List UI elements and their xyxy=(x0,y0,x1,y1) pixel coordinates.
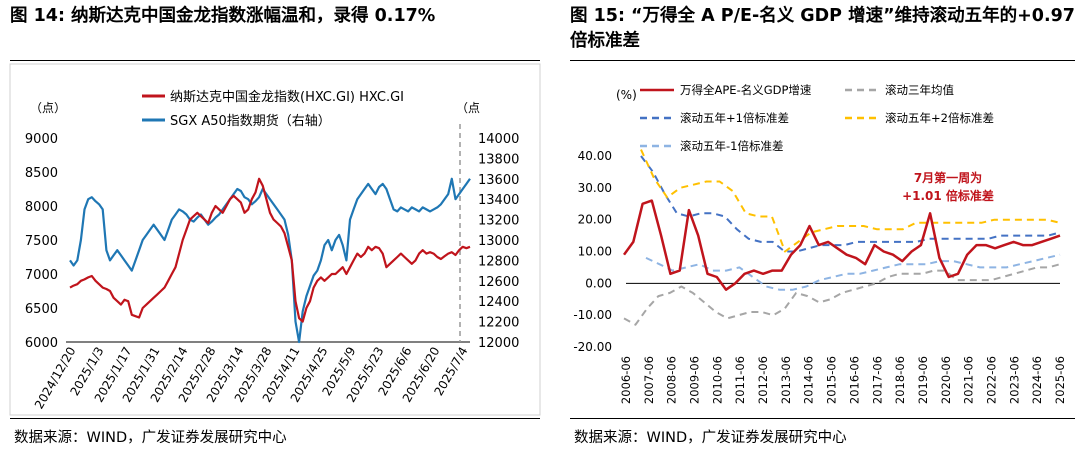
x-tick-label: 2017-06 xyxy=(870,356,884,404)
y-axis-right-unit: （点 xyxy=(456,101,480,115)
y-left-tick-label: 8000 xyxy=(25,200,58,215)
x-tick-label: 2009-06 xyxy=(688,356,702,404)
y-axis-unit: (%) xyxy=(616,88,637,102)
x-tick-label: 2022-06 xyxy=(984,356,998,404)
y-left-tick-label: 7500 xyxy=(25,234,58,249)
y-right-tick-label: 13800 xyxy=(478,152,519,167)
y-axis-left-unit: （点） xyxy=(30,101,66,115)
chart-frame xyxy=(9,63,541,416)
right-source-rule xyxy=(570,418,1075,419)
x-tick-label: 2025-06 xyxy=(1053,356,1067,404)
x-tick-label: 2019-06 xyxy=(916,356,930,404)
legend-minus1-std-label: 滚动五年-1倍标准差 xyxy=(680,139,783,153)
annotation-line2: +1.01 倍标准差 xyxy=(902,188,994,203)
legend-label-a50: SGX A50指数期货（右轴） xyxy=(170,113,331,129)
legend-3yr-avg-label: 滚动三年均值 xyxy=(885,83,954,97)
x-tick-label: 2020-06 xyxy=(939,356,953,404)
y-left-tick-label: 8500 xyxy=(25,166,58,181)
x-tick-label: 2008-06 xyxy=(665,356,679,404)
y-right-tick-label: 14000 xyxy=(478,132,519,147)
y-left-tick-label: 9000 xyxy=(25,132,58,147)
x-tick-label: 2021-06 xyxy=(962,356,976,404)
left-title-rule xyxy=(10,60,540,61)
y-left-tick-label: 6000 xyxy=(25,336,58,351)
legend-plus2-std-label: 滚动五年+2倍标准差 xyxy=(885,111,994,125)
y-tick-label: 40.00 xyxy=(578,149,612,163)
y-right-tick-label: 12400 xyxy=(478,295,519,310)
x-tick-label: 2015-06 xyxy=(825,356,839,404)
legend-plus1-std-label: 滚动五年+1倍标准差 xyxy=(680,111,789,125)
y-right-tick-label: 12000 xyxy=(478,336,519,351)
x-tick-label: 2006-06 xyxy=(619,356,633,404)
y-right-tick-label: 13400 xyxy=(478,193,519,208)
series-line-plus1-std xyxy=(640,155,1061,253)
y-tick-label: 10.00 xyxy=(578,245,612,259)
annotation-line1: 7月第一周为 xyxy=(914,170,982,185)
x-tick-label: 2013-06 xyxy=(779,356,793,404)
left-source-rule xyxy=(10,418,540,419)
legend-ape-gdp-label: 万得全APE-名义GDP增速 xyxy=(680,83,812,97)
left-chart-title: 图 14: 纳斯达克中国金龙指数涨幅温和，录得 0.17% xyxy=(10,6,436,26)
series-line-plus2-std xyxy=(640,149,1061,253)
y-tick-label: 30.00 xyxy=(578,181,612,195)
y-tick-label: -20.00 xyxy=(573,340,612,354)
series-line-minus1-std xyxy=(645,253,1061,291)
x-tick-label: 2018-06 xyxy=(893,356,907,404)
y-tick-label: 0.00 xyxy=(585,276,612,290)
series-line-hxc xyxy=(69,177,471,323)
y-right-tick-label: 13200 xyxy=(478,214,519,229)
x-tick-label: 2007-06 xyxy=(642,356,656,404)
right-chart-title: 图 15: “万得全 A P/E-名义 GDP 增速”维持滚动五年的+0.97 … xyxy=(570,6,1075,51)
y-tick-label: -10.00 xyxy=(573,308,612,322)
left-source-note: 数据来源：WIND，广发证券发展研究中心 xyxy=(14,430,287,446)
right-source-note: 数据来源：WIND，广发证券发展研究中心 xyxy=(574,430,847,446)
x-tick-label: 2016-06 xyxy=(847,356,861,404)
series-line-3yr-avg xyxy=(623,263,1061,326)
y-right-tick-label: 12600 xyxy=(478,275,519,290)
series-line-a50 xyxy=(69,177,471,344)
x-tick-label: 2010-06 xyxy=(710,356,724,404)
y-left-tick-label: 7000 xyxy=(25,268,58,283)
x-tick-label: 2011-06 xyxy=(733,356,747,404)
x-tick-label: 2014-06 xyxy=(802,356,816,404)
legend-label-hxc: 纳斯达克中国金龙指数(HXC.GI) HXC.GI xyxy=(170,89,404,105)
y-right-tick-label: 12800 xyxy=(478,254,519,269)
y-left-tick-label: 6500 xyxy=(25,302,58,317)
series-line-ape-gdp xyxy=(622,199,1061,291)
y-right-tick-label: 12200 xyxy=(478,316,519,331)
x-tick-label: 2023-06 xyxy=(1007,356,1021,404)
y-tick-label: 20.00 xyxy=(578,213,612,227)
right-title-rule xyxy=(570,60,1075,61)
x-tick-label: 2024-06 xyxy=(1030,356,1044,404)
y-right-tick-label: 13600 xyxy=(478,173,519,188)
y-right-tick-label: 13000 xyxy=(478,234,519,249)
x-tick-label: 2012-06 xyxy=(756,356,770,404)
